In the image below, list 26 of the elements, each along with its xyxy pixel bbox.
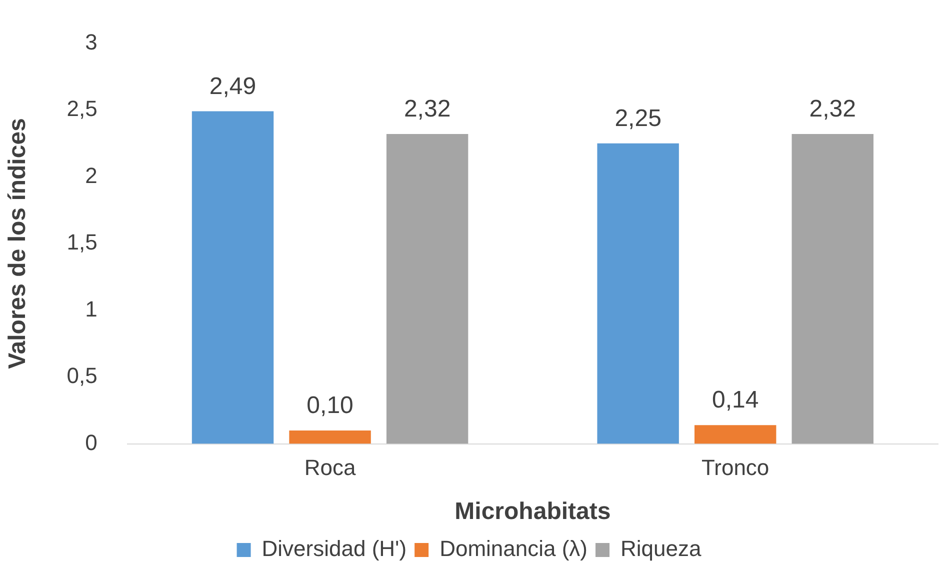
bar bbox=[597, 143, 679, 444]
x-axis-title: Microhabitats bbox=[454, 498, 611, 526]
y-tick-label: 2,5 bbox=[66, 96, 98, 122]
y-tick-label: 1 bbox=[85, 296, 98, 322]
bar bbox=[694, 425, 776, 444]
legend-label: Riqueza bbox=[620, 536, 702, 562]
y-tick-label: 0,5 bbox=[66, 363, 98, 388]
legend-label: Diversidad (H') bbox=[262, 536, 407, 562]
data-label: 0,14 bbox=[712, 386, 759, 414]
y-tick-label: 0 bbox=[85, 430, 98, 455]
bar bbox=[289, 430, 371, 444]
data-label: 2,49 bbox=[209, 72, 256, 100]
legend-label: Dominancia (λ) bbox=[440, 536, 588, 562]
data-label: 2,32 bbox=[404, 96, 451, 123]
x-tick-label: Roca bbox=[304, 455, 356, 480]
y-tick-label: 3 bbox=[85, 29, 98, 54]
data-label: 0,10 bbox=[306, 392, 354, 420]
y-tick-label: 2 bbox=[85, 162, 98, 188]
y-tick-label: 1,5 bbox=[66, 230, 98, 255]
y-axis-title: Valores de los índices bbox=[4, 118, 32, 369]
bar bbox=[386, 134, 468, 444]
bar bbox=[192, 111, 274, 444]
data-label: 2,25 bbox=[614, 104, 662, 132]
bar bbox=[792, 134, 874, 444]
x-tick-label: Tronco bbox=[702, 455, 770, 480]
data-label: 2,32 bbox=[809, 96, 856, 123]
